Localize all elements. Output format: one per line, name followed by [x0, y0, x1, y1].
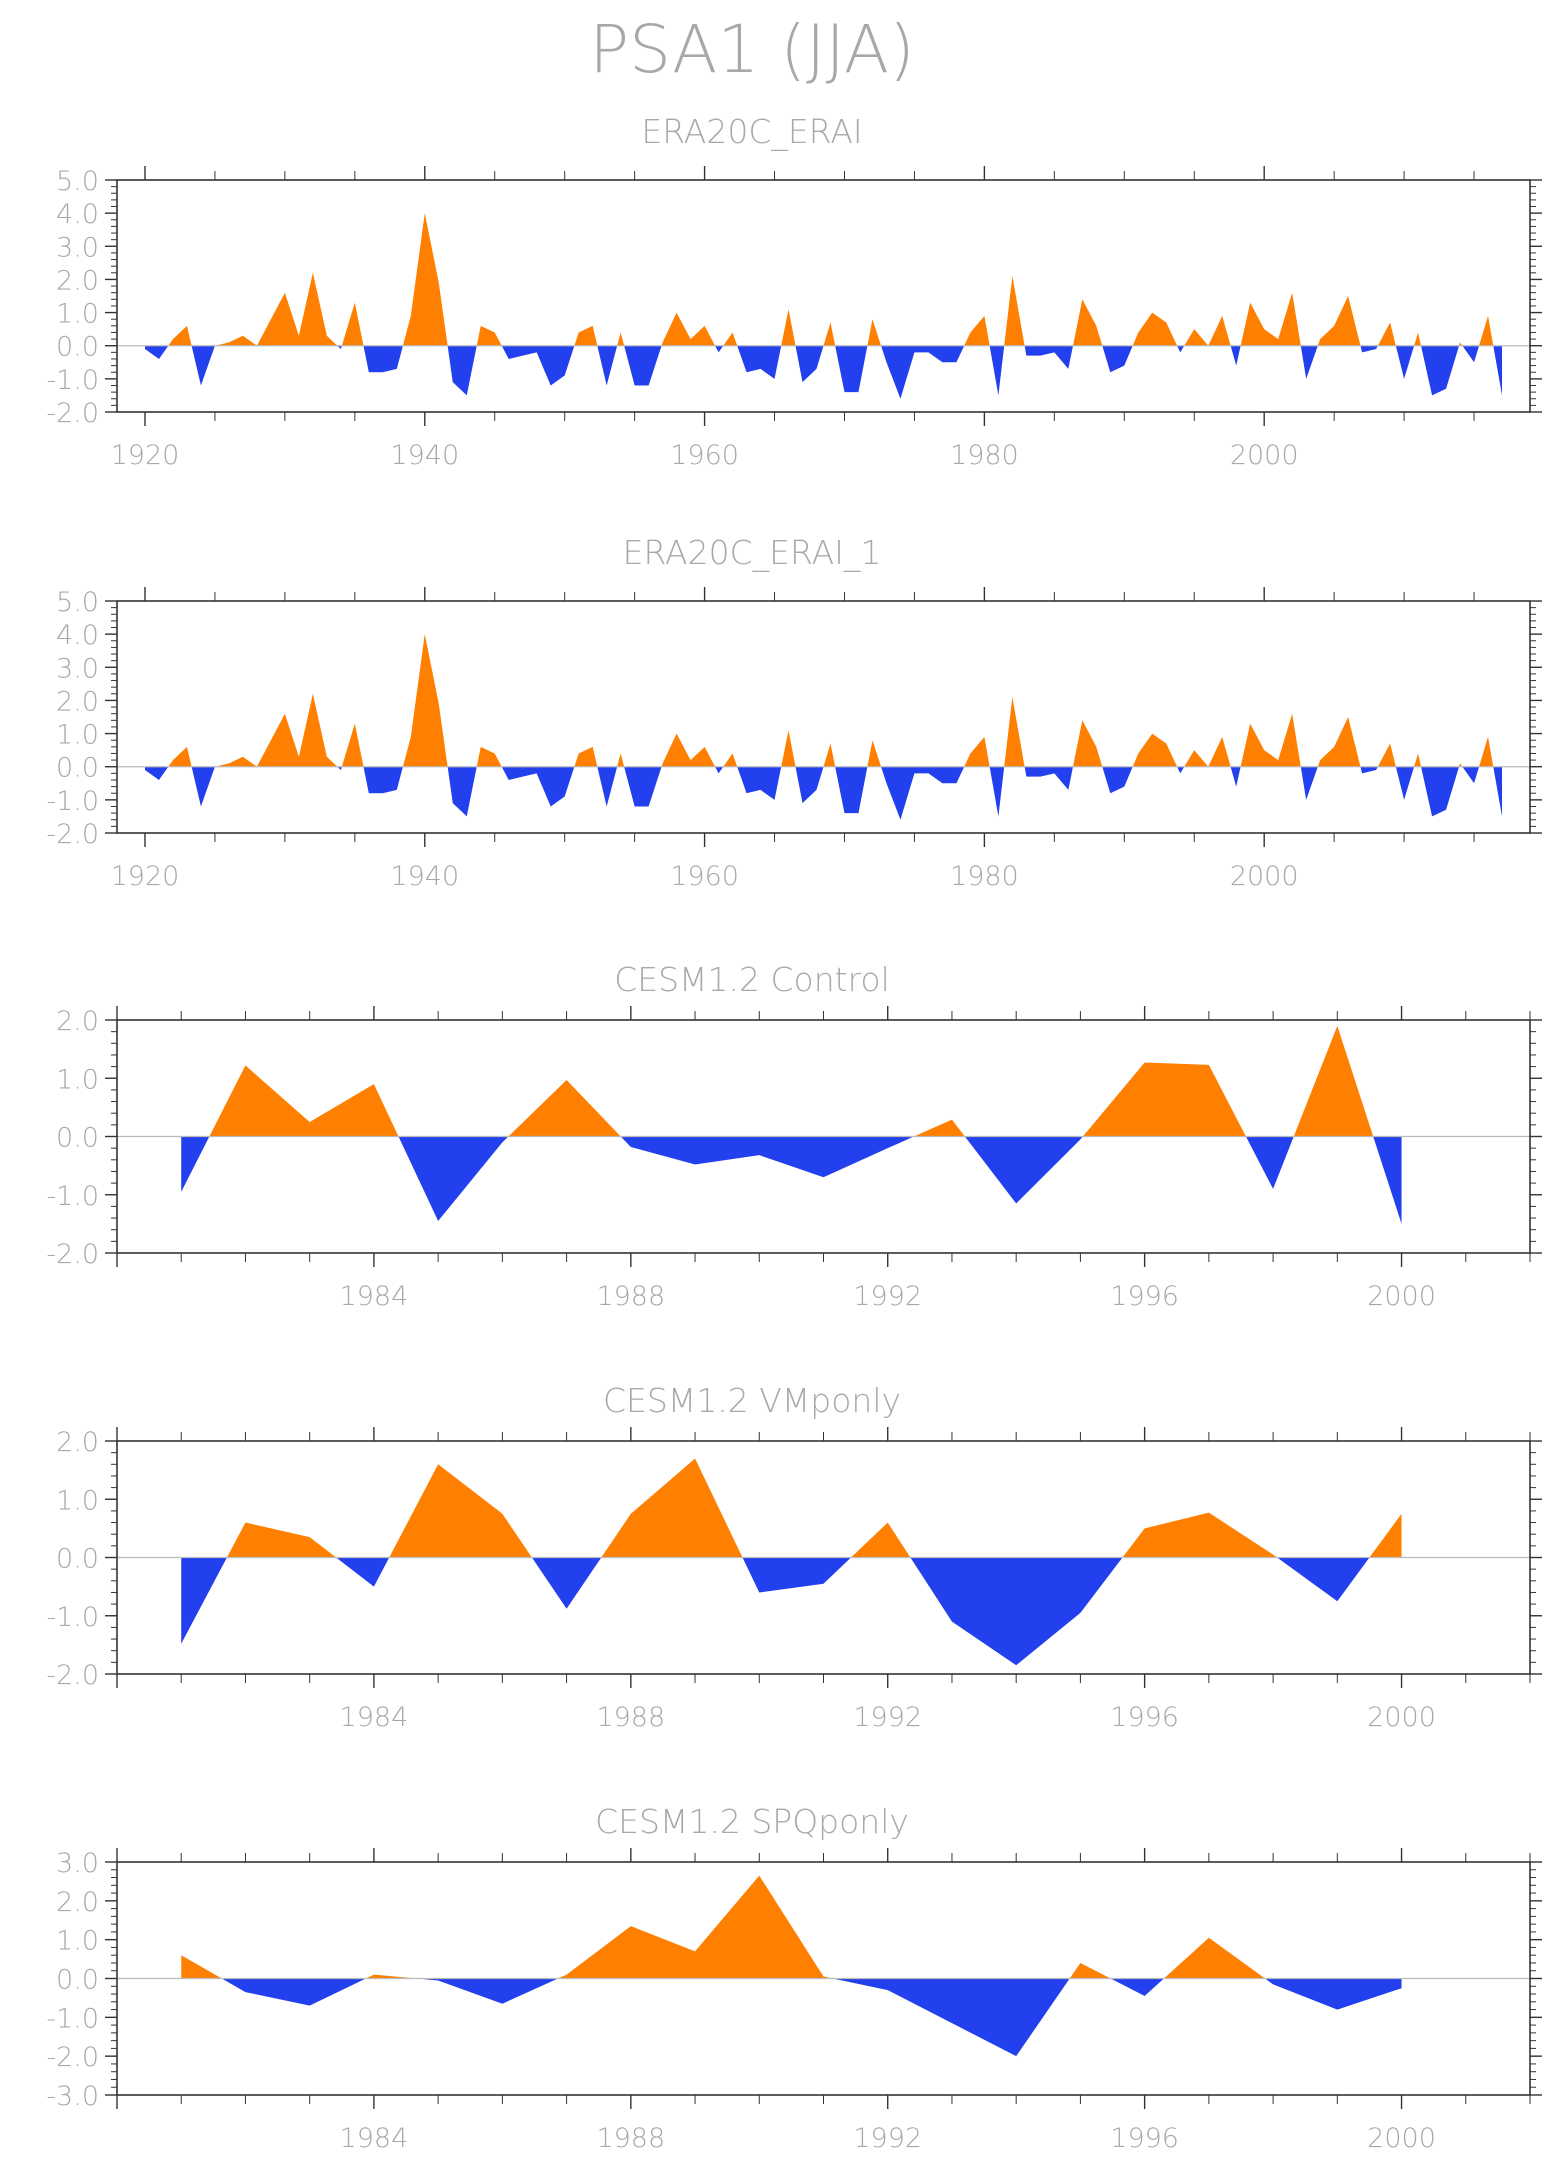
x-tick-label: 1992	[853, 2123, 922, 2154]
y-tick-label: 1.0	[56, 1064, 99, 1095]
y-tick-label: 3.0	[56, 653, 99, 684]
x-tick-label: 1940	[390, 861, 459, 892]
x-tick-label: 1984	[340, 1702, 409, 1733]
y-tick-label: -1.0	[46, 365, 99, 396]
y-tick-label: 1.0	[56, 1926, 99, 1957]
x-tick-label: 1988	[596, 2123, 665, 2154]
y-tick-label: 4.0	[56, 620, 99, 651]
y-tick-label: -1.0	[46, 1602, 99, 1633]
y-tick-label: 1.0	[56, 720, 99, 751]
y-tick-label: 2.0	[56, 1006, 99, 1037]
y-tick-label: 2.0	[56, 1427, 99, 1458]
y-tick-label: 5.0	[56, 587, 99, 618]
positive-area	[144, 213, 1503, 346]
y-tick-label: -1.0	[46, 2003, 99, 2034]
y-tick-label: -1.0	[46, 1181, 99, 1212]
y-tick-label: -2.0	[46, 819, 99, 850]
x-tick-label: 1980	[950, 861, 1019, 892]
y-tick-label: -2.0	[46, 2042, 99, 2073]
x-tick-label: 2000	[1230, 861, 1299, 892]
negative-area	[144, 345, 1503, 399]
y-tick-label: 3.0	[56, 1848, 99, 1879]
panel-cesm-vmponly: CESM1.2 VMponly 2.0 1.0 0.0 -1.0 -2.0 1984 198…	[46, 1381, 1542, 1733]
x-tick-label: 1996	[1110, 2123, 1179, 2154]
x-tick-label: 1980	[950, 440, 1019, 471]
positive-area	[181, 1458, 1402, 1558]
y-tick-label: -1.0	[46, 786, 99, 817]
panel-title: CESM1.2 SPQponly	[595, 1802, 909, 1841]
panel-era20c-erai: ERA20C_ERAI 5.04.03.02.01.00.0-1.0-2.0 19…	[46, 112, 1542, 471]
x-tick-label: 1984	[340, 2123, 409, 2154]
y-tick-label: -2.0	[46, 1239, 99, 1270]
panel-title: ERA20C_ERAI_1	[623, 533, 882, 573]
x-tick-label: 2000	[1367, 2123, 1436, 2154]
x-tick-label: 1960	[670, 861, 739, 892]
plot-frame	[116, 600, 1531, 834]
y-tick-label: 4.0	[56, 199, 99, 230]
x-tick-label: 1992	[853, 1702, 922, 1733]
x-tick-label: 2000	[1367, 1702, 1436, 1733]
y-tick-label: 2.0	[56, 686, 99, 717]
x-tick-label: 1988	[596, 1281, 665, 1312]
x-tick-label: 1960	[670, 440, 739, 471]
negative-area	[144, 766, 1503, 820]
x-tick-label: 1940	[390, 440, 459, 471]
x-tick-label: 1992	[853, 1281, 922, 1312]
negative-area	[181, 1557, 1402, 1666]
negative-area	[181, 1978, 1402, 2057]
x-tick-label: 1920	[111, 440, 180, 471]
y-tick-label: -3.0	[46, 2081, 99, 2112]
y-tick-label: 1.0	[56, 299, 99, 330]
positive-area	[181, 1025, 1402, 1137]
x-tick-label: 1996	[1110, 1702, 1179, 1733]
x-tick-label: 1984	[340, 1281, 409, 1312]
panel-title: ERA20C_ERAI	[641, 112, 862, 152]
x-tick-label: 1988	[596, 1702, 665, 1733]
y-tick-label: 1.0	[56, 1485, 99, 1516]
y-tick-label: 3.0	[56, 232, 99, 263]
negative-area	[181, 1136, 1402, 1224]
panel-cesm-spqponly: CESM1.2 SPQponly 3.0 2.0 1.0 0.0 -1.0 -2.0 -3.…	[46, 1802, 1542, 2154]
figure-title: PSA1 (JJA)	[589, 11, 914, 88]
y-tick-label: -2.0	[46, 1660, 99, 1691]
y-tick-label: -2.0	[46, 398, 99, 429]
x-tick-label: 2000	[1367, 1281, 1436, 1312]
x-tick-label: 1996	[1110, 1281, 1179, 1312]
plot-frame	[116, 179, 1531, 413]
panel-era20c-erai-1: ERA20C_ERAI_1 5.04.03.02.01.00.0-1.0-2.0…	[46, 533, 1542, 892]
y-tick-label: 0.0	[56, 1544, 99, 1575]
y-tick-label: 2.0	[56, 1887, 99, 1918]
panel-cesm-control: CESM1.2 Control 2.0 1.0 0.0 -1.0 -2.0 1984 198…	[46, 960, 1542, 1312]
x-tick-label: 2000	[1230, 440, 1299, 471]
panel-title: CESM1.2 VMponly	[603, 1381, 901, 1420]
y-tick-label: 0.0	[56, 1123, 99, 1154]
y-tick-label: 0.0	[56, 332, 99, 363]
positive-area	[144, 634, 1503, 767]
y-tick-label: 2.0	[56, 265, 99, 296]
panel-title: CESM1.2 Control	[614, 960, 890, 999]
y-tick-label: 5.0	[56, 166, 99, 197]
y-tick-label: 0.0	[56, 753, 99, 784]
x-tick-label: 1920	[111, 861, 180, 892]
positive-area	[181, 1875, 1402, 1979]
y-tick-label: 0.0	[56, 1965, 99, 1996]
